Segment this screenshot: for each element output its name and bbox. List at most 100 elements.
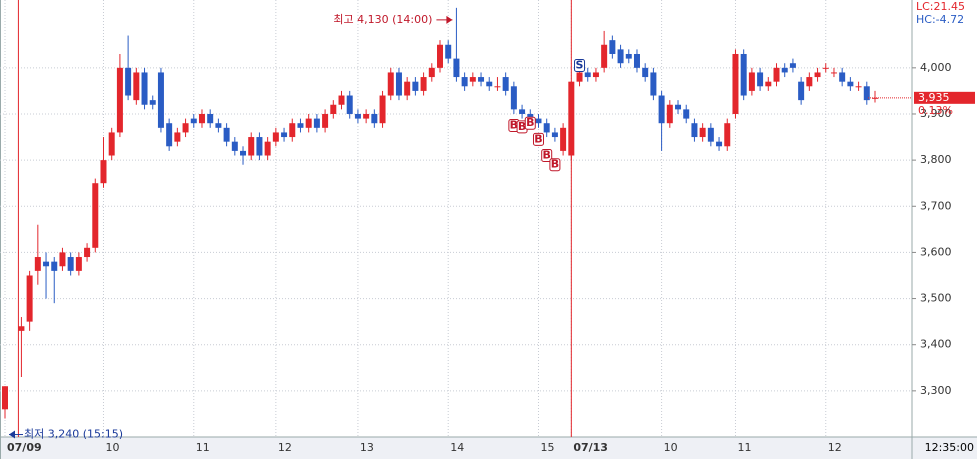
candle-body xyxy=(59,252,66,267)
y-tick-label: 4,000 xyxy=(920,61,952,74)
candle-body xyxy=(322,113,329,128)
candle-body xyxy=(207,113,214,124)
candle-body xyxy=(461,77,468,87)
signal-box xyxy=(524,116,536,130)
x-tick-label: 10 xyxy=(664,441,678,454)
candle-body xyxy=(272,132,279,142)
candle-body xyxy=(510,86,517,110)
x-tick-label: 12 xyxy=(828,441,842,454)
candle-body xyxy=(297,123,304,128)
candle-body xyxy=(560,127,567,151)
candle-body xyxy=(346,95,353,114)
candle-body xyxy=(707,127,714,142)
lc-text: LC:21.45 xyxy=(916,0,965,13)
candle-body xyxy=(642,67,649,78)
candle-body xyxy=(576,72,583,82)
candle-body xyxy=(740,53,747,96)
y-tick-label: 3,800 xyxy=(920,153,952,166)
change-label: 0.13% xyxy=(918,104,953,117)
last-price-tag xyxy=(914,91,975,104)
candle-body xyxy=(699,127,706,138)
candle-body xyxy=(223,127,230,142)
x-axis-strip xyxy=(0,437,912,459)
y-tick-label: 3,500 xyxy=(920,292,952,305)
candle-body xyxy=(428,67,435,78)
candle-body xyxy=(313,118,320,128)
y-tick-label: 3,300 xyxy=(920,384,952,397)
candle-body xyxy=(822,67,829,69)
candle-body xyxy=(289,123,296,138)
signal-label: B xyxy=(534,132,542,145)
y-tick-label: 3,600 xyxy=(920,245,952,258)
candle-body xyxy=(551,132,558,138)
candle-body xyxy=(190,118,197,124)
candle-body xyxy=(633,53,640,68)
signal-label: B xyxy=(543,149,551,162)
x-tick-label: 10 xyxy=(105,441,119,454)
hc-text: HC:-4.72 xyxy=(916,13,964,26)
candle-body xyxy=(363,113,370,119)
candle-body xyxy=(519,109,526,114)
candle-body xyxy=(789,63,796,68)
candle-body xyxy=(100,160,107,184)
candle-body xyxy=(543,123,550,133)
candle-body xyxy=(748,72,755,91)
candle-body xyxy=(182,123,189,133)
signal-box xyxy=(574,59,586,73)
candle-body xyxy=(486,81,493,87)
signal-label: S xyxy=(576,59,584,72)
candle-body xyxy=(240,150,247,156)
signal-label: B xyxy=(551,158,559,171)
candle-body xyxy=(215,123,222,128)
candle-body xyxy=(806,77,813,87)
candle-body xyxy=(2,386,8,410)
candle-body xyxy=(781,67,788,73)
candle-body xyxy=(830,72,837,74)
candle-body xyxy=(839,72,846,82)
signal-label: B xyxy=(526,116,534,129)
candle-body xyxy=(379,95,386,124)
candle-body xyxy=(494,86,501,88)
signal-box xyxy=(549,158,561,172)
candle-body xyxy=(157,72,164,128)
x-tick-label: 11 xyxy=(196,441,210,454)
high-arrow-head xyxy=(446,15,453,24)
x-tick-label: 12 xyxy=(278,441,292,454)
y-tick-label: 3,700 xyxy=(920,199,952,212)
candle-body xyxy=(92,183,99,248)
candle-body xyxy=(108,132,115,156)
candle-body xyxy=(814,72,821,78)
candle-body xyxy=(149,100,156,105)
y-tick-label: 3,900 xyxy=(920,107,952,120)
candle-body xyxy=(330,104,337,114)
candle-body xyxy=(264,141,271,156)
candle-body xyxy=(650,72,657,96)
candle-body xyxy=(584,72,591,78)
candle-body xyxy=(305,118,312,128)
candle-body xyxy=(75,257,82,271)
x-tick-label: 07/09 xyxy=(7,441,42,454)
candle-body xyxy=(116,67,123,133)
candle-body xyxy=(683,109,690,119)
candle-body xyxy=(666,104,673,124)
x-tick-label: 15 xyxy=(540,441,554,454)
candle-body xyxy=(338,95,345,105)
signal-label: B xyxy=(518,120,526,133)
candle-body xyxy=(691,123,698,138)
candle-body xyxy=(592,72,599,78)
candle-body xyxy=(404,81,411,96)
candle-body xyxy=(855,86,862,88)
candle-body xyxy=(625,53,632,59)
candle-body xyxy=(469,77,476,82)
x-tick-label: 11 xyxy=(737,441,751,454)
candle-body xyxy=(453,58,460,78)
candle-body xyxy=(675,104,682,110)
candle-body xyxy=(568,81,575,156)
candle-body xyxy=(354,113,361,119)
candle-body xyxy=(716,141,723,147)
time-strip xyxy=(912,437,977,459)
candle-body xyxy=(387,72,394,96)
candle-body xyxy=(371,113,378,124)
